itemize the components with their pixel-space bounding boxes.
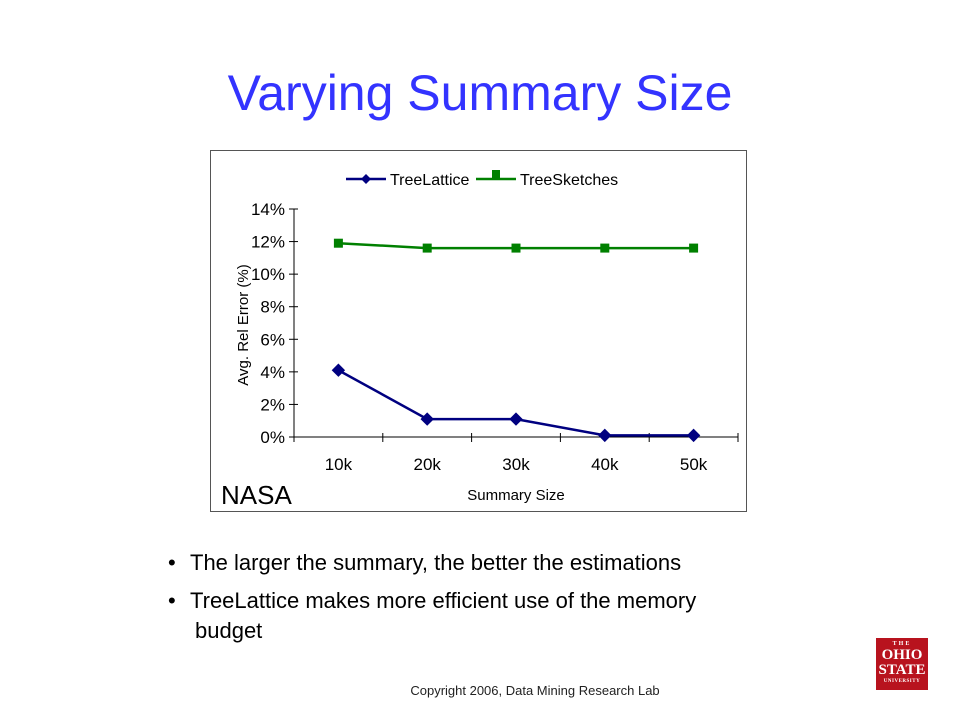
y-tick-label: 0%	[260, 428, 285, 447]
bullet-item: • The larger the summary, the better the…	[168, 548, 696, 578]
x-tick-label: 20k	[413, 455, 441, 474]
y-tick-label: 12%	[251, 233, 285, 252]
legend-marker-treelattice	[361, 174, 371, 184]
legend-marker-treesketches	[492, 170, 500, 178]
x-tick-label: 10k	[325, 455, 353, 474]
data-point-treesketches	[422, 243, 432, 253]
chart-container: 0% 2% 4% 6% 8% 10% 12% 14% 10k 20k 30k 40k 50k Summar…	[210, 150, 747, 512]
bullet-text-continuation: budget	[195, 618, 263, 643]
logo-text-top: THE	[892, 641, 912, 647]
logo-text-ohio: OHIO	[881, 647, 923, 663]
y-tick-label: 14%	[251, 200, 285, 219]
data-point-treesketches	[600, 243, 610, 253]
data-point-treelattice	[509, 412, 523, 426]
x-tick-label: 30k	[502, 455, 530, 474]
bullet-item: • TreeLattice makes more efficient use o…	[168, 586, 696, 646]
bullet-text: The larger the summary, the better the e…	[190, 550, 682, 575]
data-point-treelattice	[598, 428, 612, 443]
copyright-footer: Copyright 2006, Data Mining Research Lab	[410, 683, 660, 698]
bullet-marker: •	[168, 588, 176, 613]
data-point-treesketches	[333, 238, 343, 248]
data-point-treesketches	[511, 243, 521, 253]
logo-text-state: STATE	[878, 662, 926, 678]
bullet-text: TreeLattice makes more efficient use of …	[190, 588, 697, 613]
bullet-list: • The larger the summary, the better the…	[168, 548, 696, 654]
data-point-treesketches	[689, 243, 699, 253]
line-chart: 0% 2% 4% 6% 8% 10% 12% 14% 10k 20k 30k 40k 50k Summar…	[221, 170, 739, 510]
bullet-marker: •	[168, 550, 176, 575]
legend-label-treelattice: TreeLattice	[390, 172, 470, 189]
data-point-treelattice	[331, 363, 346, 377]
legend-label-treesketches: TreeSketches	[520, 172, 618, 189]
y-tick-label: 10%	[251, 265, 285, 284]
chart-annotation: NASA	[221, 480, 292, 510]
slide-title: Varying Summary Size	[227, 65, 733, 121]
university-logo: THE OHIO STATE UNIVERSITY	[876, 638, 928, 690]
y-tick-label: 6%	[260, 330, 285, 349]
data-point-treelattice	[686, 428, 701, 443]
y-tick-label: 4%	[260, 363, 285, 382]
logo-text-bottom: UNIVERSITY	[883, 679, 921, 684]
y-axis-title: Avg. Rel Error (%)	[235, 264, 252, 385]
x-axis-title: Summary Size	[467, 487, 565, 504]
y-tick-label: 2%	[260, 395, 285, 414]
data-point-treelattice	[420, 412, 434, 426]
x-tick-label: 40k	[591, 455, 619, 474]
x-tick-label: 50k	[680, 455, 708, 474]
y-tick-label: 8%	[260, 298, 285, 317]
